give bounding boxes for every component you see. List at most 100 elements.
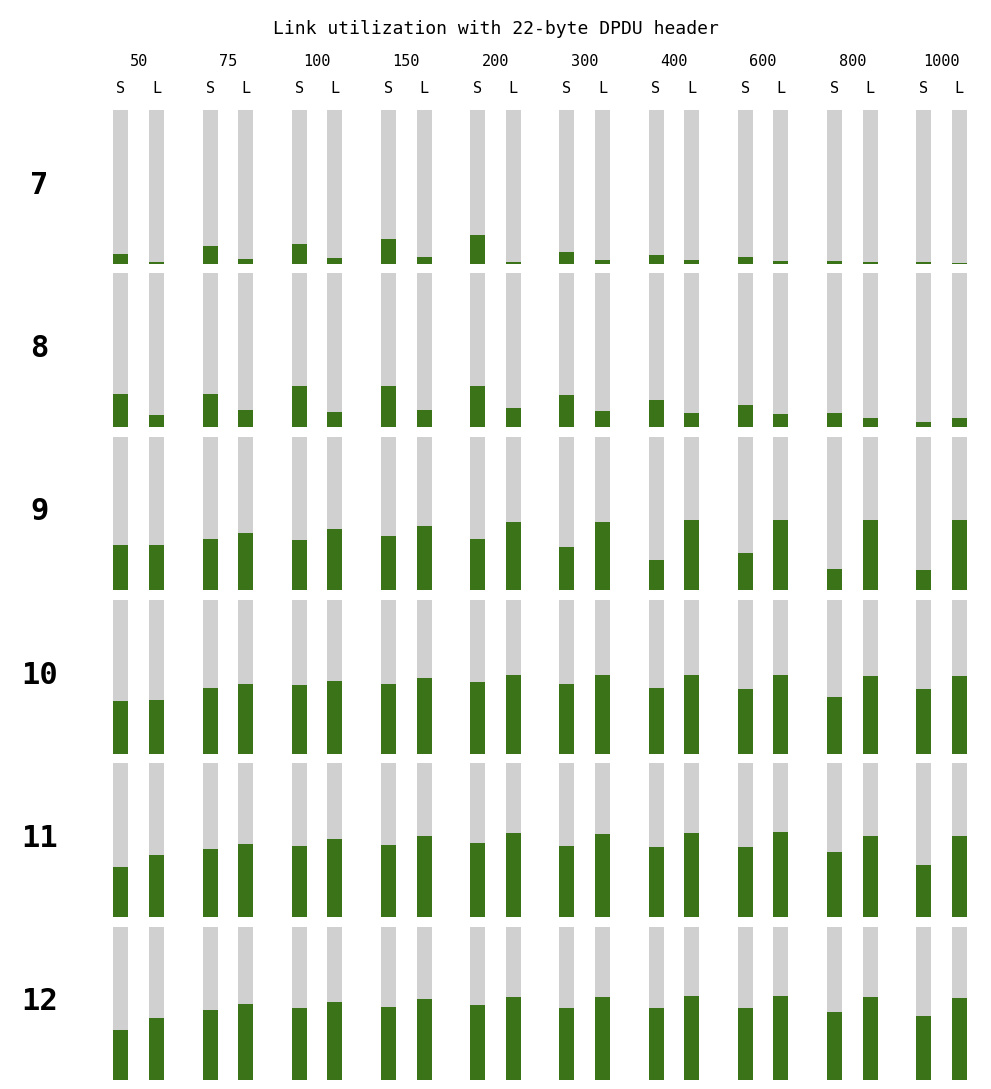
Bar [149, 927, 165, 1080]
Bar [951, 763, 967, 917]
Bar [381, 684, 396, 754]
Bar [773, 996, 789, 1080]
Bar [327, 840, 343, 917]
Bar [327, 529, 343, 590]
Bar [381, 536, 396, 590]
Text: L: L [419, 81, 429, 96]
Text: S: S [294, 81, 304, 96]
Bar [559, 548, 575, 590]
Bar [149, 273, 165, 427]
Bar [505, 600, 521, 754]
Text: S: S [205, 81, 215, 96]
Bar [238, 273, 254, 427]
Bar [684, 927, 700, 1080]
Bar [416, 677, 432, 754]
Bar [595, 411, 610, 427]
Bar [559, 1008, 575, 1080]
Bar [773, 600, 789, 754]
Bar [595, 675, 610, 754]
Bar [916, 600, 932, 754]
Bar [862, 676, 878, 754]
Bar [291, 1008, 307, 1080]
Text: 800: 800 [838, 54, 866, 70]
Bar [381, 238, 396, 264]
Bar [595, 927, 610, 1080]
Text: Link utilization with 22-byte DPDU header: Link utilization with 22-byte DPDU heade… [273, 20, 718, 38]
Bar [416, 273, 432, 427]
Bar [238, 409, 254, 427]
Bar [737, 257, 753, 264]
Bar [470, 600, 486, 754]
Text: 12: 12 [21, 988, 58, 1016]
Bar [416, 409, 432, 427]
Bar [505, 675, 521, 754]
Bar [773, 273, 789, 427]
Bar [648, 600, 664, 754]
Bar [951, 521, 967, 590]
Bar [291, 387, 307, 427]
Bar [505, 996, 521, 1080]
Bar [773, 110, 789, 264]
Bar [470, 539, 486, 590]
Bar [648, 110, 664, 264]
Bar [648, 400, 664, 427]
Bar [916, 865, 932, 917]
Bar [559, 394, 575, 427]
Bar [291, 763, 307, 917]
Bar [862, 437, 878, 590]
Text: L: L [954, 81, 964, 96]
Bar [684, 521, 700, 590]
Bar [470, 387, 486, 427]
Text: L: L [152, 81, 162, 96]
Text: L: L [241, 81, 251, 96]
Bar [916, 261, 932, 264]
Bar [595, 259, 610, 264]
Bar [826, 763, 842, 917]
Bar [773, 260, 789, 264]
Bar [684, 110, 700, 264]
Bar [327, 681, 343, 754]
Bar [416, 526, 432, 590]
Bar [505, 110, 521, 264]
Bar [648, 273, 664, 427]
Bar [648, 847, 664, 917]
Bar [648, 255, 664, 264]
Bar [648, 560, 664, 590]
Bar [595, 522, 610, 590]
Bar [149, 1018, 165, 1080]
Bar [862, 521, 878, 590]
Bar [737, 600, 753, 754]
Bar [470, 843, 486, 917]
Text: S: S [651, 81, 661, 96]
Text: S: S [562, 81, 572, 96]
Text: 9: 9 [31, 498, 49, 526]
Bar [149, 600, 165, 754]
Bar [505, 273, 521, 427]
Bar [202, 927, 218, 1080]
Bar [773, 414, 789, 427]
Bar [381, 1007, 396, 1080]
Bar [202, 273, 218, 427]
Bar [951, 999, 967, 1080]
Bar [559, 763, 575, 917]
Bar [951, 927, 967, 1080]
Bar [202, 437, 218, 590]
Bar [291, 539, 307, 590]
Bar [416, 999, 432, 1080]
Bar [505, 833, 521, 917]
Text: 50: 50 [130, 54, 148, 70]
Bar [470, 682, 486, 754]
Bar [505, 262, 521, 264]
Bar [916, 689, 932, 754]
Bar [416, 927, 432, 1080]
Bar [291, 846, 307, 917]
Bar [737, 273, 753, 427]
Bar [862, 763, 878, 917]
Text: 75: 75 [219, 54, 237, 70]
Bar [684, 413, 700, 427]
Bar [291, 110, 307, 264]
Bar [470, 437, 486, 590]
Bar [505, 408, 521, 427]
Bar [238, 927, 254, 1080]
Bar [202, 1011, 218, 1080]
